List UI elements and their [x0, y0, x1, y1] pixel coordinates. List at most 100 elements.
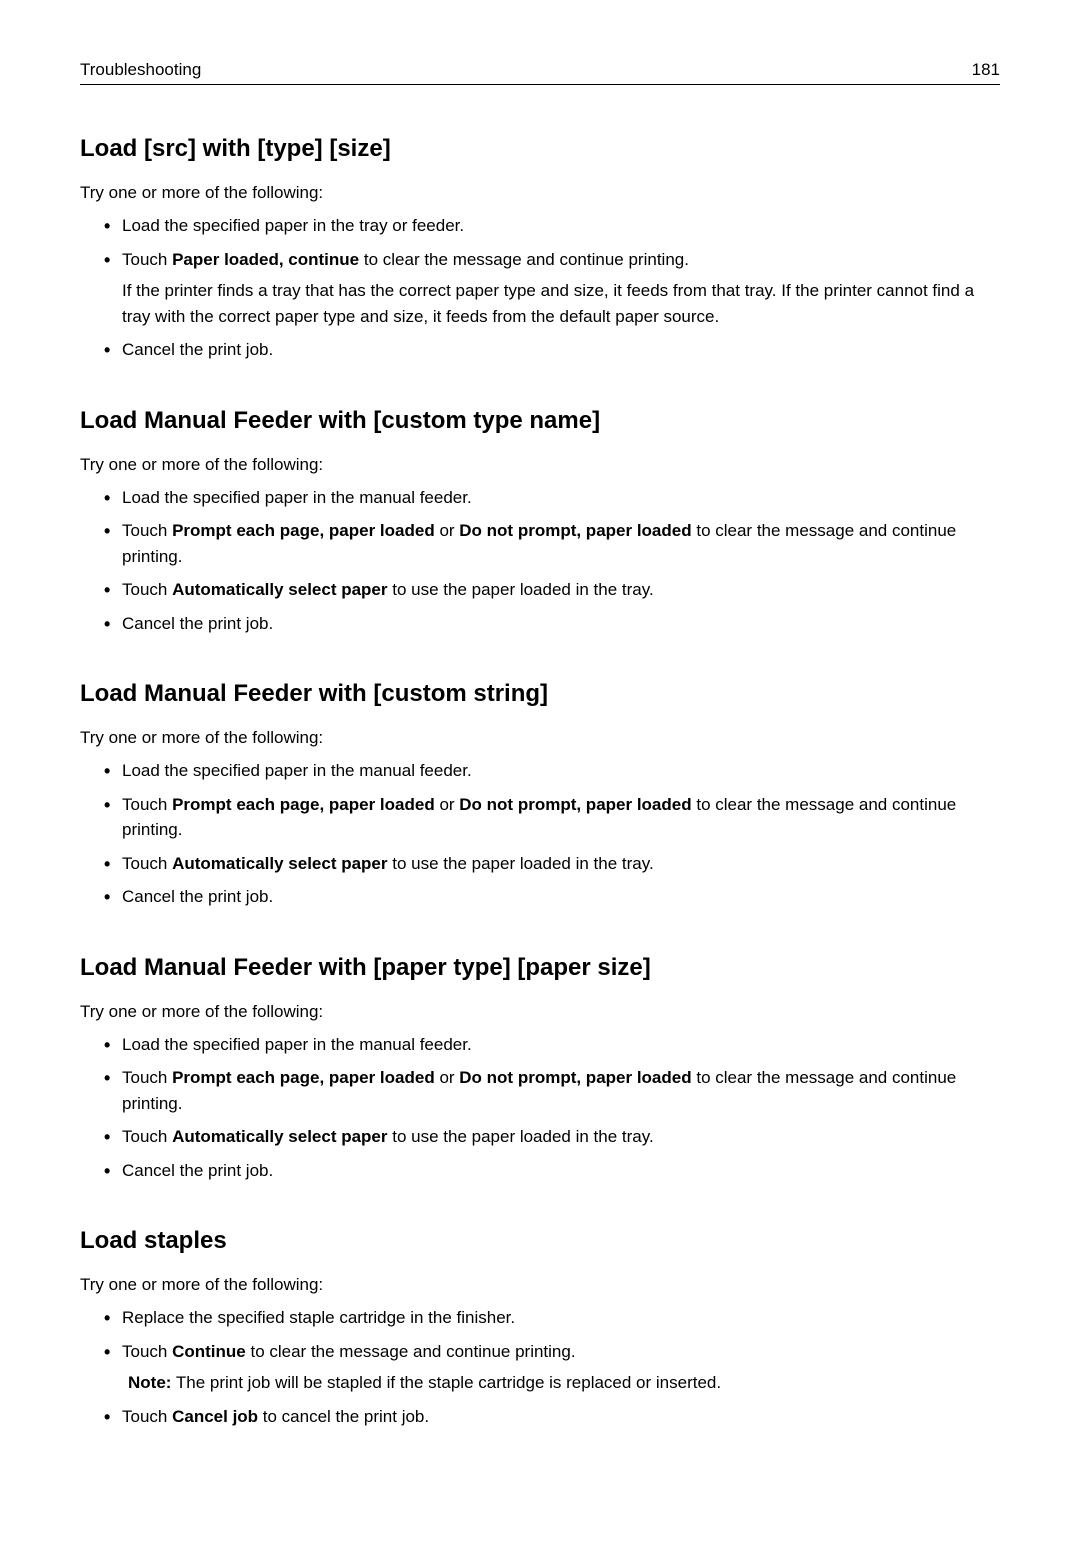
list-item: Touch Prompt each page, paper loaded or …	[104, 792, 1000, 843]
header-section-title: Troubleshooting	[80, 60, 201, 80]
text-run: Do not prompt, paper loaded	[459, 795, 691, 814]
list-item: Cancel the print job.	[104, 884, 1000, 910]
text-run: The print job will be stapled if the sta…	[171, 1373, 721, 1392]
bullet-list: Load the specified paper in the manual f…	[80, 485, 1000, 637]
text-run: Touch	[122, 1068, 172, 1087]
list-item: Load the specified paper in the tray or …	[104, 213, 1000, 239]
section: Load Manual Feeder with [paper type] [pa…	[80, 954, 1000, 1184]
section: Load staples Try one or more of the follo…	[80, 1227, 1000, 1429]
bullet-list: Replace the specified staple cartridge i…	[80, 1305, 1000, 1429]
text-run: Cancel the print job.	[122, 340, 273, 359]
text-run: Load the specified paper in the manual f…	[122, 1035, 472, 1054]
section-heading: Load [src] with [type] [size]	[80, 135, 1000, 163]
section-intro: Try one or more of the following:	[80, 183, 1000, 203]
list-item-text: Cancel the print job.	[122, 884, 1000, 910]
bullet-list: Load the specified paper in the manual f…	[80, 758, 1000, 910]
text-run: to use the paper loaded in the tray.	[388, 1127, 654, 1146]
text-run: Touch	[122, 795, 172, 814]
text-run: Load the specified paper in the manual f…	[122, 761, 472, 780]
text-run: Continue	[172, 1342, 246, 1361]
list-item-subtext: If the printer finds a tray that has the…	[122, 278, 1000, 329]
text-run: Prompt each page, paper loaded	[172, 1068, 435, 1087]
text-run: Touch	[122, 580, 172, 599]
text-run: Prompt each page, paper loaded	[172, 795, 435, 814]
page-header: Troubleshooting 181	[80, 60, 1000, 85]
list-item-text: Touch Paper loaded, continue to clear th…	[122, 247, 1000, 273]
list-item-text: Touch Cancel job to cancel the print job…	[122, 1404, 1000, 1430]
list-item-text: Load the specified paper in the manual f…	[122, 485, 1000, 511]
list-item: Load the specified paper in the manual f…	[104, 1032, 1000, 1058]
list-item: Cancel the print job.	[104, 1158, 1000, 1184]
text-run: Do not prompt, paper loaded	[459, 521, 691, 540]
section-heading: Load Manual Feeder with [paper type] [pa…	[80, 954, 1000, 982]
text-run: Load the specified paper in the tray or …	[122, 216, 464, 235]
list-item-text: Load the specified paper in the manual f…	[122, 1032, 1000, 1058]
bullet-list: Load the specified paper in the tray or …	[80, 213, 1000, 363]
list-item: Load the specified paper in the manual f…	[104, 485, 1000, 511]
list-item-text: Load the specified paper in the manual f…	[122, 758, 1000, 784]
text-run: to cancel the print job.	[258, 1407, 429, 1426]
section-intro: Try one or more of the following:	[80, 1275, 1000, 1295]
text-run: Do not prompt, paper loaded	[459, 1068, 691, 1087]
text-run: Touch	[122, 1127, 172, 1146]
section-heading: Load staples	[80, 1227, 1000, 1255]
text-run: Cancel job	[172, 1407, 258, 1426]
text-run: Touch	[122, 1342, 172, 1361]
text-run: Prompt each page, paper loaded	[172, 521, 435, 540]
text-run: Cancel the print job.	[122, 887, 273, 906]
list-item-text: Touch Continue to clear the message and …	[122, 1339, 1000, 1365]
text-run: Touch	[122, 854, 172, 873]
text-run: Cancel the print job.	[122, 1161, 273, 1180]
section: Load Manual Feeder with [custom type nam…	[80, 407, 1000, 637]
section-intro: Try one or more of the following:	[80, 455, 1000, 475]
page-content: Load [src] with [type] [size] Try one or …	[80, 135, 1000, 1429]
text-run: Cancel the print job.	[122, 614, 273, 633]
list-item: Touch Prompt each page, paper loaded or …	[104, 1065, 1000, 1116]
list-item: Touch Paper loaded, continue to clear th…	[104, 247, 1000, 330]
list-item: Touch Prompt each page, paper loaded or …	[104, 518, 1000, 569]
list-item: Cancel the print job.	[104, 611, 1000, 637]
list-item: Cancel the print job.	[104, 337, 1000, 363]
text-run: Note:	[128, 1373, 171, 1392]
section-heading: Load Manual Feeder with [custom string]	[80, 680, 1000, 708]
text-run: or	[435, 795, 460, 814]
list-item: Touch Cancel job to cancel the print job…	[104, 1404, 1000, 1430]
list-item: Touch Automatically select paper to use …	[104, 851, 1000, 877]
bullet-list: Load the specified paper in the manual f…	[80, 1032, 1000, 1184]
list-item-text: Cancel the print job.	[122, 611, 1000, 637]
list-item-text: Touch Automatically select paper to use …	[122, 1124, 1000, 1150]
text-run: Touch	[122, 521, 172, 540]
text-run: to use the paper loaded in the tray.	[388, 854, 654, 873]
list-item: Load the specified paper in the manual f…	[104, 758, 1000, 784]
header-page-number: 181	[972, 60, 1000, 80]
list-item-text: Touch Automatically select paper to use …	[122, 851, 1000, 877]
text-run: to clear the message and continue printi…	[359, 250, 689, 269]
text-run: Automatically select paper	[172, 580, 387, 599]
list-item-text: Load the specified paper in the tray or …	[122, 213, 1000, 239]
section: Load Manual Feeder with [custom string] T…	[80, 680, 1000, 910]
list-item: Touch Continue to clear the message and …	[104, 1339, 1000, 1396]
section-heading: Load Manual Feeder with [custom type nam…	[80, 407, 1000, 435]
section-intro: Try one or more of the following:	[80, 728, 1000, 748]
text-run: Automatically select paper	[172, 854, 387, 873]
list-item: Touch Automatically select paper to use …	[104, 577, 1000, 603]
text-run: Touch	[122, 250, 172, 269]
list-item-text: Cancel the print job.	[122, 1158, 1000, 1184]
text-run: Load the specified paper in the manual f…	[122, 488, 472, 507]
list-item-text: Touch Prompt each page, paper loaded or …	[122, 792, 1000, 843]
list-item-text: Touch Automatically select paper to use …	[122, 577, 1000, 603]
list-item-text: Cancel the print job.	[122, 337, 1000, 363]
list-item: Touch Automatically select paper to use …	[104, 1124, 1000, 1150]
list-item: Replace the specified staple cartridge i…	[104, 1305, 1000, 1331]
list-item-text: Touch Prompt each page, paper loaded or …	[122, 1065, 1000, 1116]
list-item-text: Replace the specified staple cartridge i…	[122, 1305, 1000, 1331]
section: Load [src] with [type] [size] Try one or …	[80, 135, 1000, 363]
section-intro: Try one or more of the following:	[80, 1002, 1000, 1022]
text-run: or	[435, 1068, 460, 1087]
text-run: Touch	[122, 1407, 172, 1426]
list-item-note: Note: The print job will be stapled if t…	[122, 1370, 1000, 1396]
text-run: Automatically select paper	[172, 1127, 387, 1146]
text-run: to use the paper loaded in the tray.	[388, 580, 654, 599]
list-item-text: Touch Prompt each page, paper loaded or …	[122, 518, 1000, 569]
text-run: Replace the specified staple cartridge i…	[122, 1308, 515, 1327]
